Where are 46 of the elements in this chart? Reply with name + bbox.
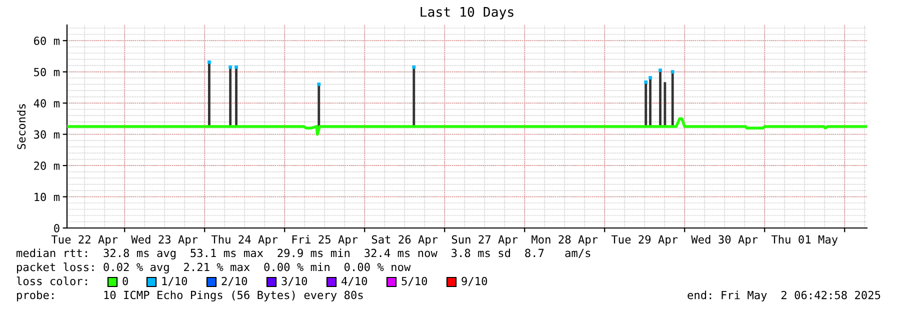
bar bbox=[412, 67, 416, 126]
y-tick-label: 0 bbox=[54, 224, 60, 232]
legend-label: 3/10 bbox=[282, 276, 308, 286]
legend-label: 0 bbox=[122, 276, 128, 286]
y-tick-label: 30 m bbox=[34, 130, 60, 139]
line-series bbox=[67, 117, 867, 136]
bar bbox=[659, 70, 662, 126]
point bbox=[412, 65, 416, 69]
legend-label: 2/10 bbox=[222, 276, 248, 286]
y-tick-label: 50 m bbox=[34, 68, 60, 76]
x-tick-label: Wed 23 Apr bbox=[131, 235, 198, 246]
chart-title: Last 10 Days bbox=[420, 6, 514, 20]
bar bbox=[671, 72, 674, 126]
x-tick-label: Thu 01 May bbox=[771, 235, 838, 246]
bar bbox=[318, 84, 320, 126]
point bbox=[228, 65, 232, 69]
y-tick-label: 20 m bbox=[34, 162, 60, 170]
y-tick-label: 10 m bbox=[34, 192, 60, 202]
x-tick-label: Tue 29 Apr bbox=[611, 235, 678, 246]
legend-label: 1/10 bbox=[162, 276, 188, 286]
point bbox=[234, 65, 238, 69]
point bbox=[208, 60, 211, 64]
legend-label: 4/10 bbox=[342, 276, 368, 286]
legend-title: loss color: bbox=[16, 276, 87, 286]
text: probe: 10 ICMP Echo Pings (56 Bytes) every 80s bbox=[17, 290, 363, 302]
text: packet loss: 0.02 % avg 2.21 % max 0.00 % min 0.00 % now bbox=[17, 262, 411, 274]
point bbox=[648, 76, 652, 80]
y-tick-label: 40 m bbox=[34, 99, 60, 108]
bar bbox=[235, 67, 238, 126]
x-tick-label: Tue 22 Apr bbox=[51, 235, 118, 246]
text: median rtt: 32.8 ms avg 53.1 ms max 29.9 ms min 32.4 ms now 3.8 ms sd 8.7 am/s bbox=[16, 248, 590, 260]
bar bbox=[649, 78, 652, 126]
point bbox=[658, 68, 662, 72]
bar bbox=[229, 67, 232, 126]
x-tick-label: Wed 30 Apr bbox=[691, 235, 758, 246]
y-axis-title: Seconds bbox=[16, 104, 26, 150]
x-tick-label: Mon 28 Apr bbox=[532, 235, 598, 246]
legend-label: 9/10 bbox=[462, 276, 488, 286]
x-tick-label: Fri 25 Apr bbox=[292, 235, 358, 246]
bar bbox=[208, 62, 210, 126]
x-tick-label: Sun 27 Apr bbox=[452, 235, 518, 246]
x-tick-label: Sat 26 Apr bbox=[372, 235, 438, 246]
legend-label: 5/10 bbox=[402, 276, 428, 286]
text: end: Fri May 2 06:42:58 2025 bbox=[688, 290, 880, 302]
x-tick-label: Thu 24 Apr bbox=[211, 235, 278, 246]
y-tick-label: 60 m bbox=[34, 36, 60, 46]
